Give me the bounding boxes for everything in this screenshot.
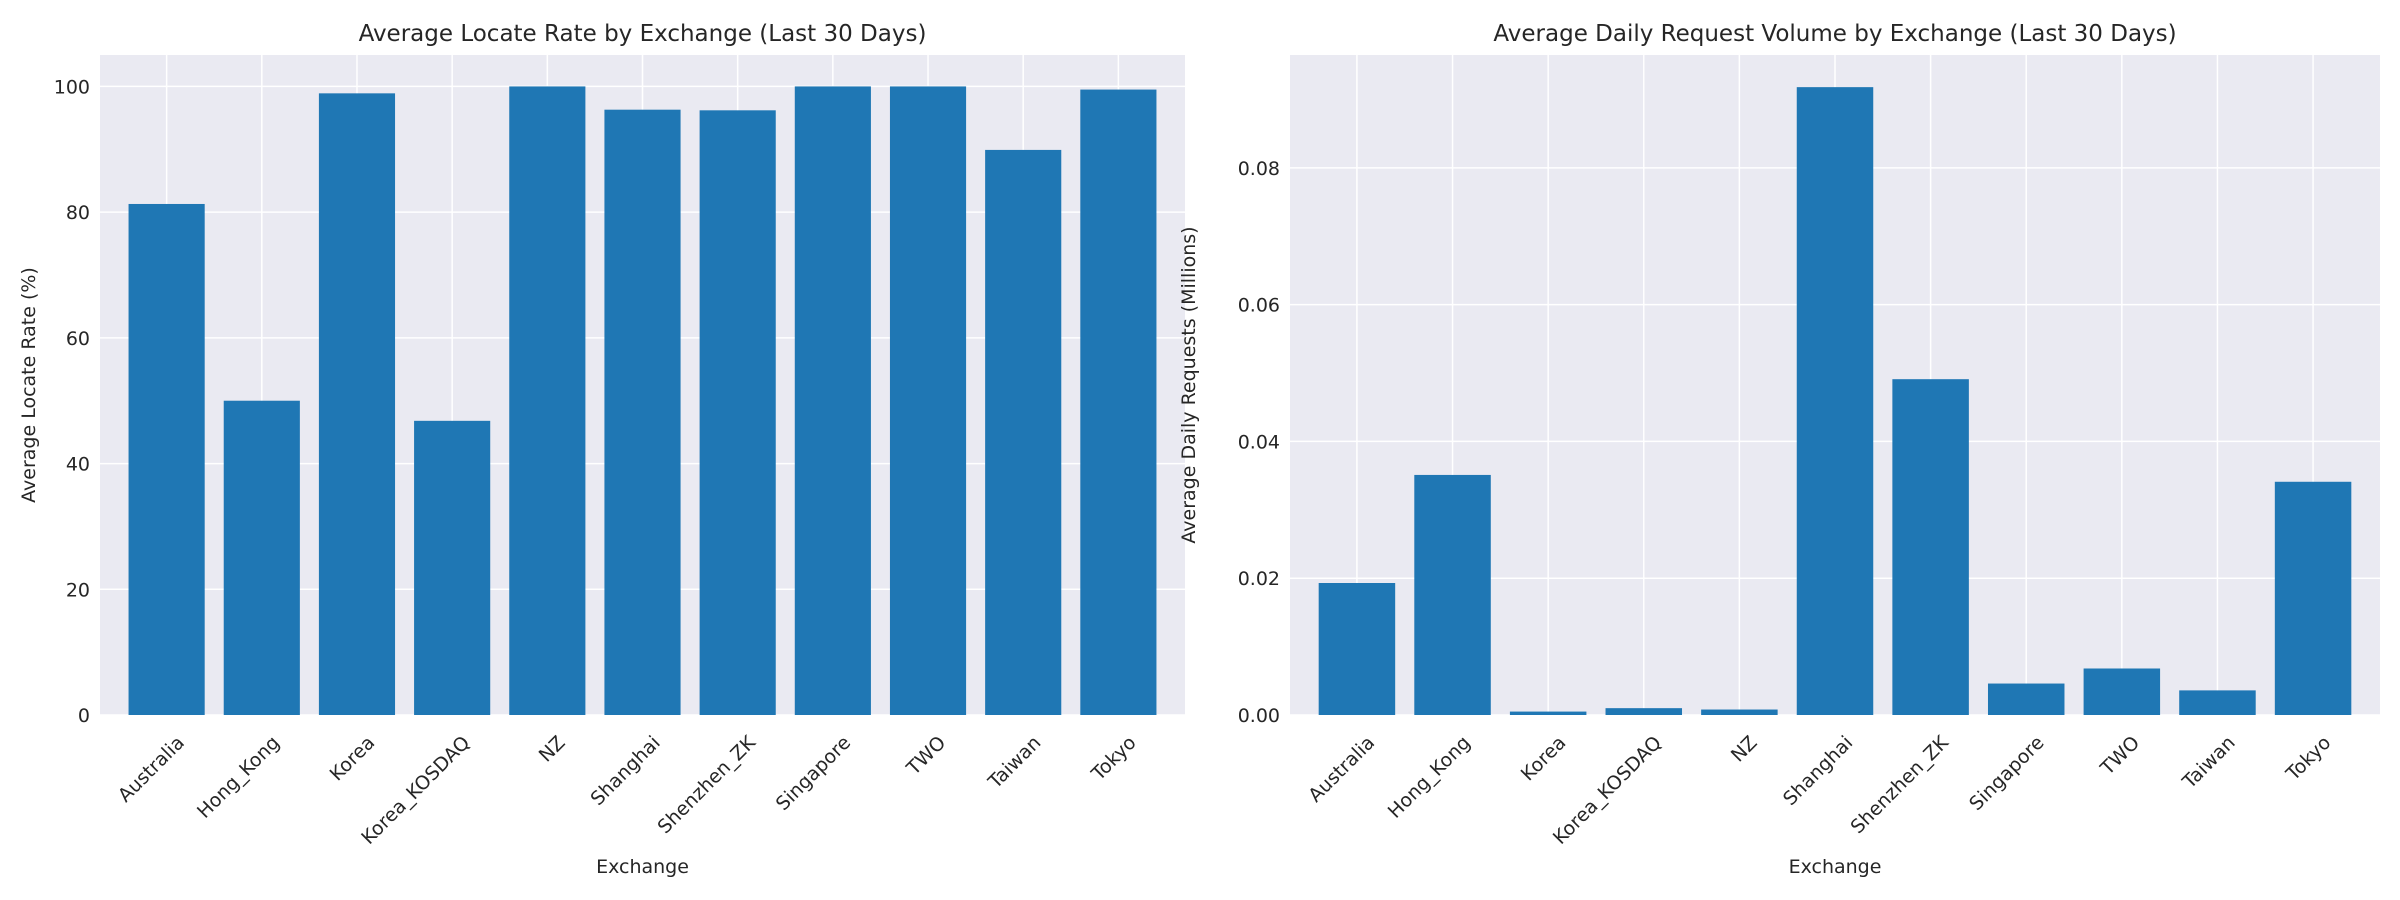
bar-korea-kosdaq bbox=[414, 420, 491, 715]
bar-tokyo bbox=[2274, 481, 2352, 715]
x-tick-label: Shenzhen_ZK bbox=[653, 731, 760, 838]
x-tick-label: Korea bbox=[326, 732, 380, 786]
bar-taiwan bbox=[2179, 690, 2256, 715]
x-tick-label: Tokyo bbox=[2281, 732, 2335, 786]
x-tick-label: Korea bbox=[1517, 732, 1571, 786]
bar-shanghai bbox=[1796, 87, 1874, 715]
x-tick-label: Australia bbox=[1304, 732, 1379, 807]
bar-shenzhen-zk bbox=[699, 110, 776, 716]
bar-taiwan bbox=[985, 149, 1062, 715]
bar-singapore bbox=[794, 86, 871, 715]
x-axis-label: Exchange bbox=[596, 856, 689, 878]
x-tick-label: Singapore bbox=[1965, 732, 2048, 815]
y-tick-label: 100 bbox=[54, 76, 90, 98]
x-tick-label: TWO bbox=[902, 732, 950, 780]
y-tick-label: 60 bbox=[66, 328, 90, 350]
x-tick-label: NZ bbox=[1727, 732, 1762, 767]
x-tick-label: Shenzhen_ZK bbox=[1846, 731, 1953, 838]
y-tick-label: 80 bbox=[66, 202, 90, 224]
bar-korea bbox=[1509, 711, 1587, 715]
request-volume-chart: 0.00 0.02 0.04 0.06 0.08 Australia Hong_Kong K… bbox=[1178, 21, 2380, 878]
bar-shanghai bbox=[604, 109, 681, 715]
y-ticks: 0.00 0.02 0.04 0.06 0.08 bbox=[1238, 158, 1280, 727]
bar-korea-kosdaq bbox=[1605, 708, 1683, 715]
y-axis-label: Average Locate Rate (%) bbox=[18, 267, 40, 503]
y-tick-label: 0.04 bbox=[1238, 431, 1280, 453]
x-tick-label: Hong_Kong bbox=[1384, 732, 1475, 823]
bar-two bbox=[2083, 668, 2161, 715]
bar-singapore bbox=[1987, 683, 2065, 715]
x-axis-label: Exchange bbox=[1789, 856, 1882, 878]
bar-shenzhen-zk bbox=[1892, 379, 1969, 715]
bar-australia bbox=[1318, 583, 1396, 715]
x-tick-label: Shanghai bbox=[1779, 732, 1857, 810]
x-tick-label: Singapore bbox=[772, 732, 855, 815]
x-tick-label: Hong_Kong bbox=[193, 732, 284, 823]
x-tick-label: NZ bbox=[535, 732, 570, 767]
y-tick-label: 0.00 bbox=[1238, 705, 1280, 727]
y-tick-label: 0.08 bbox=[1238, 158, 1280, 180]
chart-title: Average Daily Request Volume by Exchange… bbox=[1493, 21, 2176, 47]
bars bbox=[128, 86, 1157, 716]
y-tick-label: 0.06 bbox=[1238, 295, 1280, 317]
chart-title: Average Locate Rate by Exchange (Last 30… bbox=[359, 21, 927, 47]
bar-hong-kong bbox=[223, 400, 300, 715]
bar-two bbox=[889, 86, 967, 715]
bar-hong-kong bbox=[1414, 474, 1491, 715]
bar-tokyo bbox=[1080, 89, 1157, 716]
y-tick-label: 0 bbox=[78, 705, 90, 727]
bars bbox=[1318, 87, 2352, 715]
y-tick-label: 0.02 bbox=[1238, 568, 1280, 590]
bar-nz bbox=[1701, 709, 1778, 715]
x-tick-label: TWO bbox=[2096, 732, 2144, 780]
y-axis-label: Average Daily Requests (Millions) bbox=[1178, 226, 1200, 543]
bar-australia bbox=[128, 203, 205, 715]
x-tick-label: Taiwan bbox=[2178, 732, 2240, 794]
bar-korea bbox=[318, 93, 396, 716]
y-tick-label: 20 bbox=[66, 579, 90, 601]
bar-nz bbox=[509, 86, 586, 715]
y-ticks: 0 20 40 60 80 100 bbox=[54, 76, 90, 727]
x-tick-label: Taiwan bbox=[984, 732, 1046, 794]
x-tick-label: Australia bbox=[114, 732, 189, 807]
x-tick-label: Shanghai bbox=[586, 732, 664, 810]
x-tick-label: Tokyo bbox=[1087, 732, 1141, 786]
y-tick-label: 40 bbox=[66, 454, 90, 476]
